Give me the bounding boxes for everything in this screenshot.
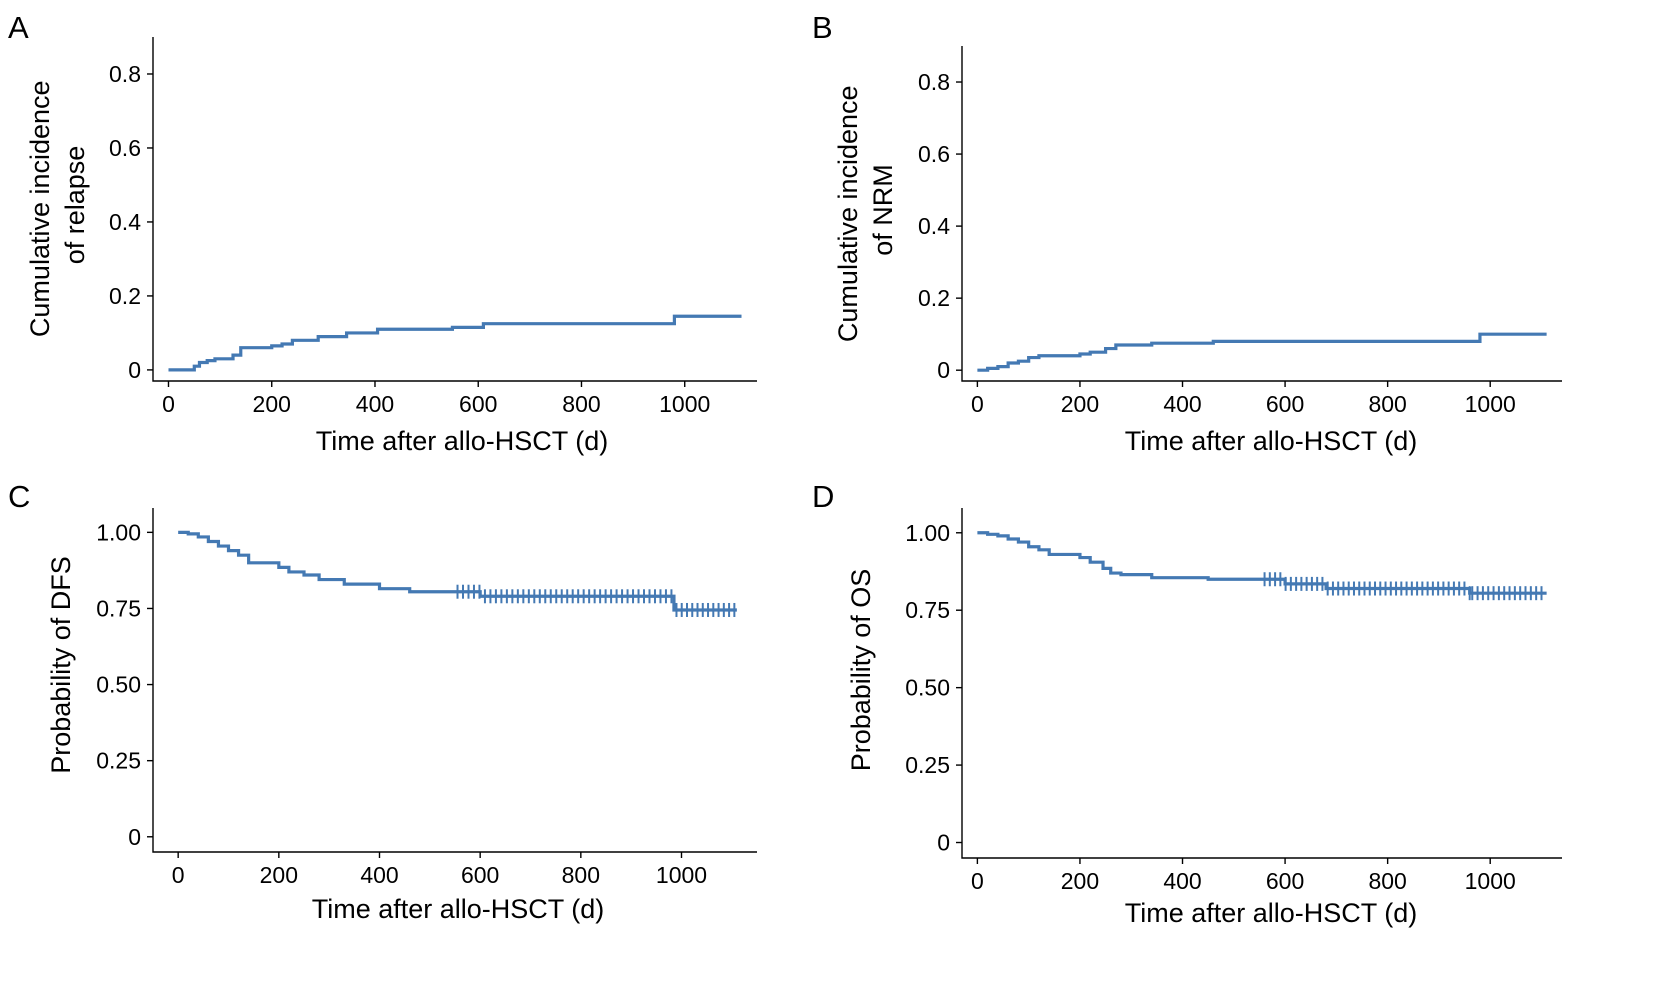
y-axis-title-a-line-2: of relapse xyxy=(60,146,90,265)
x-tick-label-d: 1000 xyxy=(1465,868,1516,894)
y-tick-label-d: 1.00 xyxy=(905,520,950,546)
y-tick-label-a: 0.8 xyxy=(109,61,141,87)
y-axis-title-b: Cumulative incidence of NRM xyxy=(833,78,898,342)
y-axis-title-b-line-2: of NRM xyxy=(868,164,898,256)
x-tick-label-a: 1000 xyxy=(659,391,710,417)
km-curve-c xyxy=(178,530,737,612)
y-axis-title-c-line-1: Probability of DFS xyxy=(46,556,76,774)
axes-d xyxy=(961,508,1562,859)
axes-a xyxy=(152,37,757,382)
y-axis-title-d: Probability of OS xyxy=(846,569,876,772)
y-tick-label-a: 0.2 xyxy=(109,283,141,309)
y-axis-title-d-line-1: Probability of OS xyxy=(846,569,876,772)
x-tick-label-b: 200 xyxy=(1061,391,1099,417)
y-axis-title-a-line-1: Cumulative incidence xyxy=(25,80,55,337)
y-tick-label-c: 0.75 xyxy=(96,595,141,621)
y-tick-label-c: 0.25 xyxy=(96,748,141,774)
y-tick-label-d: 0.50 xyxy=(905,675,950,701)
x-tick-label-a: 800 xyxy=(562,391,600,417)
panel-letter-c: C xyxy=(8,479,30,514)
x-tick-label-b: 400 xyxy=(1163,391,1201,417)
x-tick-label-c: 1000 xyxy=(656,862,707,888)
y-tick-label-a: 0.4 xyxy=(109,209,141,235)
y-tick-label-a: 0.6 xyxy=(109,135,141,161)
km-curve-a xyxy=(168,314,742,372)
x-axis-title-d: Time after allo-HSCT (d) xyxy=(1125,898,1418,928)
panel-c: C Probability of DFS Time after allo-HSC… xyxy=(8,479,757,924)
axes-c xyxy=(152,508,757,853)
axes-b xyxy=(961,46,1562,382)
y-tick-label-b: 0.8 xyxy=(918,69,950,95)
x-tick-label-b: 1000 xyxy=(1465,391,1516,417)
y-axis-title-c: Probability of DFS xyxy=(46,556,76,774)
x-axis-title-a: Time after allo-HSCT (d) xyxy=(316,426,609,456)
x-tick-label-c: 400 xyxy=(360,862,398,888)
panel-letter-b: B xyxy=(812,10,833,45)
x-tick-label-d: 0 xyxy=(971,868,984,894)
x-axis-title-b: Time after allo-HSCT (d) xyxy=(1125,426,1418,456)
y-tick-label-d: 0 xyxy=(937,830,950,856)
y-tick-label-b: 0.4 xyxy=(918,213,950,239)
x-axis-title-c: Time after allo-HSCT (d) xyxy=(312,894,605,924)
x-tick-label-b: 600 xyxy=(1266,391,1304,417)
y-tick-label-a: 0 xyxy=(128,357,141,383)
x-tick-label-b: 800 xyxy=(1368,391,1406,417)
y-tick-label-c: 1.00 xyxy=(96,519,141,545)
x-tick-label-a: 200 xyxy=(253,391,291,417)
km-curve-b xyxy=(977,332,1547,372)
x-tick-label-c: 800 xyxy=(562,862,600,888)
y-tick-label-b: 0.2 xyxy=(918,285,950,311)
x-tick-label-d: 400 xyxy=(1163,868,1201,894)
y-axis-title-b-line-1: Cumulative incidence xyxy=(833,85,863,342)
x-tick-label-d: 800 xyxy=(1368,868,1406,894)
x-tick-label-a: 400 xyxy=(356,391,394,417)
km-curve-d xyxy=(977,531,1547,595)
y-tick-label-b: 0.6 xyxy=(918,141,950,167)
x-tick-label-d: 600 xyxy=(1266,868,1304,894)
x-tick-label-a: 600 xyxy=(459,391,497,417)
y-tick-label-b: 0 xyxy=(937,357,950,383)
x-tick-label-b: 0 xyxy=(971,391,984,417)
panel-letter-a: A xyxy=(8,10,29,45)
x-tick-label-d: 200 xyxy=(1061,868,1099,894)
y-tick-label-d: 0.25 xyxy=(905,752,950,778)
y-tick-label-d: 0.75 xyxy=(905,597,950,623)
x-tick-label-c: 0 xyxy=(172,862,185,888)
panel-a: A Cumulative incidence of relapse Time a… xyxy=(8,10,757,456)
x-tick-label-c: 600 xyxy=(461,862,499,888)
x-tick-label-a: 0 xyxy=(162,391,175,417)
x-tick-label-c: 200 xyxy=(260,862,298,888)
panel-d: D Probability of OS Time after allo-HSCT… xyxy=(812,479,1562,928)
panel-b: B Cumulative incidence of NRM Time after… xyxy=(812,10,1562,456)
y-tick-label-c: 0.50 xyxy=(96,672,141,698)
y-axis-title-a: Cumulative incidence of relapse xyxy=(25,73,90,337)
y-tick-label-c: 0 xyxy=(128,824,141,850)
panel-letter-d: D xyxy=(812,479,834,514)
